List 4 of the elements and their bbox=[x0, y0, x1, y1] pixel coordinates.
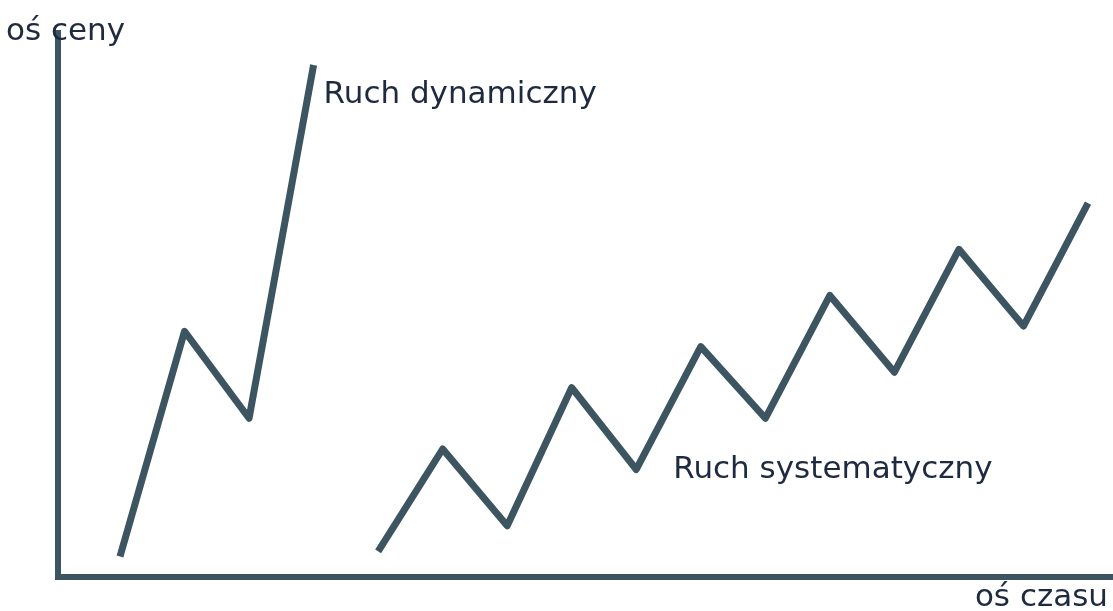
series-label: Ruch dynamiczny bbox=[323, 74, 597, 110]
x-axis-title: oś czasu bbox=[974, 577, 1108, 611]
y-axis-title: oś ceny bbox=[6, 11, 126, 47]
series-label: Ruch systematyczny bbox=[673, 449, 993, 486]
